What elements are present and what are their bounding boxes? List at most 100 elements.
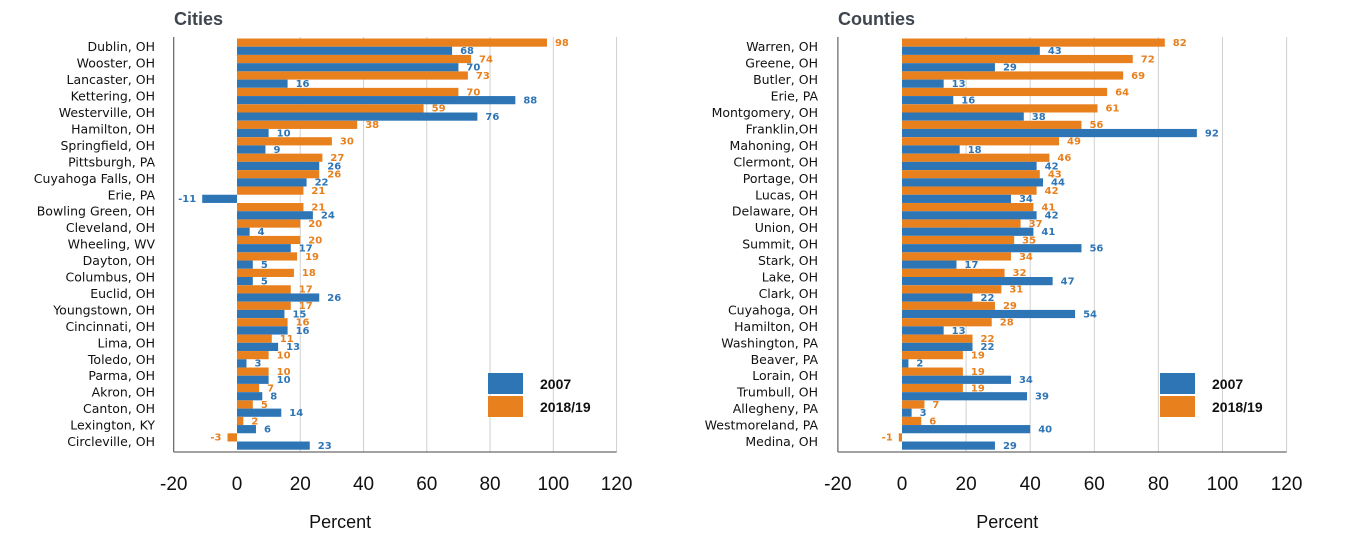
bar-2018-19 <box>902 400 925 409</box>
data-label: 10 <box>277 350 291 361</box>
x-tick-label: 0 <box>232 474 243 495</box>
category-label: Lima, OH <box>98 335 155 350</box>
category-label: Allegheny, PA <box>733 401 819 416</box>
data-label: 5 <box>261 260 268 271</box>
data-label: 3 <box>254 359 261 370</box>
bar-2007 <box>237 79 288 88</box>
data-label: 42 <box>1045 161 1059 172</box>
bar-2007 <box>902 441 995 450</box>
data-label: 22 <box>981 334 995 345</box>
category-label: Erie, PA <box>108 187 156 202</box>
category-label: Portage, OH <box>743 171 818 186</box>
category-label: Franklin,OH <box>746 121 818 136</box>
data-label: 56 <box>1089 120 1103 131</box>
bar-2018-19 <box>902 318 992 327</box>
bar-2018-19 <box>237 137 332 146</box>
legend-swatch-2007 <box>1160 373 1195 394</box>
bar-2018-19 <box>902 87 1108 97</box>
bar-2018-19 <box>237 186 304 195</box>
bar-2007 <box>237 211 313 220</box>
data-label: 26 <box>327 293 341 304</box>
data-label: 59 <box>432 104 446 115</box>
bar-2007 <box>237 96 516 105</box>
category-label: Wheeling, WV <box>68 237 156 252</box>
data-label: 70 <box>466 87 480 98</box>
bar-2007 <box>237 309 285 319</box>
data-label: 15 <box>292 309 306 320</box>
bar-2018-19 <box>237 170 320 179</box>
x-tick-label: -20 <box>160 474 187 495</box>
data-label: 82 <box>1173 38 1187 49</box>
bar-2018-19 <box>902 416 922 426</box>
category-label: Springfield, OH <box>61 138 156 153</box>
category-label: Stark, OH <box>758 253 818 268</box>
data-label: 88 <box>523 95 537 106</box>
bar-2007 <box>902 392 1027 401</box>
category-label: Cuyahoga, OH <box>728 302 818 317</box>
bar-2018-19 <box>237 104 424 113</box>
data-label: 34 <box>1019 375 1033 386</box>
bar-2018-19 <box>237 416 244 426</box>
legend-label: 2018/19 <box>1212 399 1263 415</box>
data-label: 73 <box>476 71 490 82</box>
bar-2018-19 <box>237 235 301 245</box>
legend-swatch-2018-19 <box>488 396 523 417</box>
category-label: Wooster, OH <box>77 56 155 71</box>
data-label: 9 <box>273 145 280 156</box>
data-label: 13 <box>286 342 300 353</box>
bar-2007 <box>902 227 1034 236</box>
data-label: 34 <box>1019 194 1033 205</box>
category-label: Montgomery, OH <box>712 105 818 120</box>
data-label: 40 <box>1038 424 1052 435</box>
data-label: 72 <box>1141 54 1155 65</box>
data-label: 20 <box>308 219 322 230</box>
data-label: 56 <box>1089 244 1103 255</box>
bar-2007 <box>902 112 1024 121</box>
data-label: 30 <box>340 137 354 148</box>
bar-2007 <box>237 161 320 171</box>
data-label: 22 <box>315 178 329 189</box>
data-label: 21 <box>311 202 325 213</box>
data-label: 41 <box>1041 227 1055 238</box>
data-label: 64 <box>1115 87 1129 98</box>
bar-2007 <box>237 178 307 187</box>
category-label: Kettering, OH <box>71 89 155 104</box>
bar-2007 <box>237 46 453 55</box>
category-label: Pittsburgh, PA <box>68 154 155 169</box>
data-label: 4 <box>258 227 265 238</box>
data-label: 3 <box>920 408 927 419</box>
bar-2018-19 <box>237 54 472 64</box>
data-label: 8 <box>270 392 277 403</box>
bar-2007 <box>202 194 237 203</box>
bar-2018-19 <box>237 219 301 228</box>
bar-2007 <box>902 79 944 88</box>
x-tick-label: 80 <box>1148 474 1169 495</box>
data-label: 32 <box>1013 268 1027 279</box>
x-tick-label: 40 <box>1020 474 1041 495</box>
bar-2018-19 <box>902 235 1015 245</box>
x-tick-label: 40 <box>353 474 374 495</box>
bar-2018-19 <box>237 38 547 47</box>
bar-2007 <box>902 309 1076 319</box>
data-label: 6 <box>264 424 271 435</box>
bar-2007 <box>902 128 1197 138</box>
x-tick-label: 20 <box>956 474 977 495</box>
data-label: 41 <box>1041 202 1055 213</box>
data-label: 2 <box>916 359 923 370</box>
data-label: 46 <box>1057 153 1071 164</box>
bar-2007 <box>902 408 912 417</box>
data-label: -3 <box>210 433 221 444</box>
data-label: 29 <box>1003 301 1017 312</box>
data-label: 13 <box>952 79 966 90</box>
bar-2018-19 <box>902 203 1034 212</box>
bar-2007 <box>237 359 247 368</box>
category-label: Mahoning, OH <box>730 138 818 153</box>
bar-2007 <box>902 425 1031 434</box>
bar-2007 <box>902 293 973 302</box>
data-label: 70 <box>466 63 480 74</box>
data-label: 13 <box>952 326 966 337</box>
data-label: 42 <box>1045 211 1059 222</box>
data-label: 28 <box>1000 318 1014 329</box>
bar-2018-19 <box>902 38 1165 47</box>
